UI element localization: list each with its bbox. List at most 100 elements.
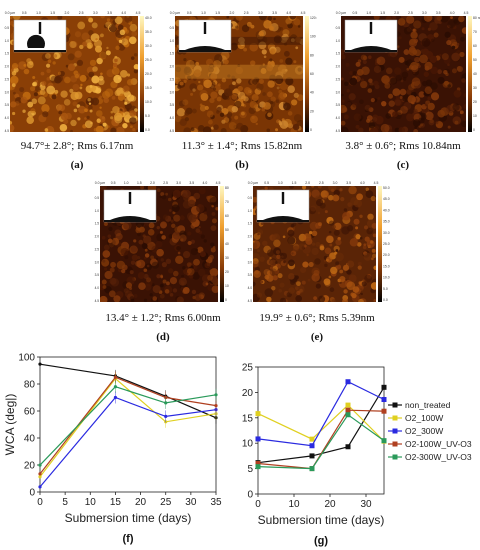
axis-tick: 4.5 [170,129,175,133]
legend-swatch [392,415,398,421]
color-scale-bar [220,186,224,302]
scale-tick: 60 [225,214,229,218]
scale-tick: 45.0 [383,197,390,201]
legend-entry: O2_300W [405,426,443,436]
series-line [257,386,385,464]
axis-tick: 2.5 [248,247,253,251]
afm-image: 0.0 µm 0.5 1.0 1.5 2.0 2.5 3.0 3.5 4.0 4.5 0.5 1.0 1… [333,8,480,136]
axis-tick: 2.0 [248,235,253,239]
legend-swatch [392,441,398,447]
y-tick-label: 60 [24,407,36,418]
scale-tick: 15.0 [383,264,390,268]
scale-tick: 120 nm [310,16,317,20]
axis-tick: 1.0 [5,39,10,43]
droplet [351,46,391,50]
scale-tick: 70 [473,30,477,34]
legend-swatch [392,428,398,434]
axis-tick: 2.5 [163,181,168,185]
scale-tick: 70 [225,200,229,204]
axis-tick: 0.5 [22,11,27,15]
axis-tick: 2.0 [5,65,10,69]
afm-image: 0.0 µm 0.5 1.0 1.5 2.0 2.5 3.0 3.5 4.0 4.5 0.5 1.0 1… [245,178,395,306]
data-point [309,466,315,472]
data-point [345,402,351,408]
axis-tick: 1.0 [366,11,371,15]
series-line [257,404,385,442]
scale-tick: 5.0 [383,287,388,291]
scale-tick: 10.0 [383,276,390,280]
x-tick-label: 30 [185,497,197,508]
scale-tick: 50.0 nm [383,186,390,190]
series-line [39,386,217,466]
legend-swatch [392,454,398,460]
data-point [164,414,168,418]
data-point [38,475,42,479]
panel-label: (c) [396,159,410,171]
panel-label: (g) [314,535,328,547]
axis-tick: 3.0 [336,90,341,94]
data-point [113,375,118,379]
axis-tick: 4.0 [286,11,291,15]
x-tick-label: 15 [110,497,122,508]
scale-tick: 30 [473,86,477,90]
y-tick-label: 20 [24,461,36,472]
axis-tick: 3.5 [272,11,277,15]
data-point [381,408,387,414]
panel-label: (d) [156,331,170,343]
axis-tick: 1.5 [292,181,297,185]
axis-tick: 2.0 [170,65,175,69]
y-tick-label: 0 [29,488,35,499]
panel-caption: 3.8° ± 0.6°; Rms 10.84nm [345,140,461,152]
x-axis-label: Submersion time (days) [258,513,385,527]
axis-tick: 1.5 [95,222,100,226]
axis-tick: 2.0 [150,181,155,185]
axis-tick: 1.0 [95,209,100,213]
scale-tick: 0.0 [383,298,388,302]
data-point [214,393,218,397]
y-tick-label: 0 [247,490,253,501]
scale-tick: 40.0 nm [145,16,152,20]
data-point [38,485,42,489]
scale-tick: 40.0 [383,208,390,212]
axis-tick: 0.5 [170,26,175,30]
scale-tick: 40 [310,91,314,95]
axis-tick: 3.0 [170,90,175,94]
panel-label: (f) [123,533,134,545]
axis-tick: 1.5 [336,52,341,56]
data-point [381,397,387,403]
scale-tick: 60 [473,44,477,48]
axis-tick: 4.0 [203,181,208,185]
axis-tick: 1.5 [215,11,220,15]
axis-tick: 1.0 [170,39,175,43]
axis-tick: 1.0 [278,181,283,185]
axis-tick: 2.0 [394,11,399,15]
legend-entry: O2_100W [405,413,443,423]
axis-tick: 3.0 [258,11,263,15]
scale-tick: 0 [225,298,227,302]
axis-tick: 3.5 [107,11,112,15]
axis-tick: 1.5 [137,181,142,185]
axis-tick: 3.5 [436,11,441,15]
afm-texture [341,16,466,132]
axis-tick: 2.5 [95,247,100,251]
data-point [255,464,261,470]
axis-tick: 4.5 [301,11,306,15]
panel-caption: 11.3° ± 1.4°; Rms 15.82nm [181,140,303,152]
afm-texture [100,186,218,302]
x-axis-label: Submersion time (days) [65,511,192,525]
y-axis-label: WCA (deg|) [3,394,17,456]
axis-tick: 4.5 [216,181,221,185]
afm-image: 0.0 µm 0.5 1.0 1.5 2.0 2.5 3.0 3.5 4.0 4.5 0.5 1.0 1… [2,8,157,136]
axis-tick: 2.0 [65,11,70,15]
axis-tick: 2.5 [319,181,324,185]
axis-tick: 2.0 [230,11,235,15]
axis-tick: 0.5 [95,196,100,200]
scale-tick: 100 [310,35,316,39]
axis-tick: 0.0 µm [5,11,16,15]
axis-tick: 3.0 [333,181,338,185]
scale-tick: 10 [225,284,229,288]
needle [203,22,207,34]
x-tick-label: 0 [255,499,261,510]
data-point [345,412,351,418]
